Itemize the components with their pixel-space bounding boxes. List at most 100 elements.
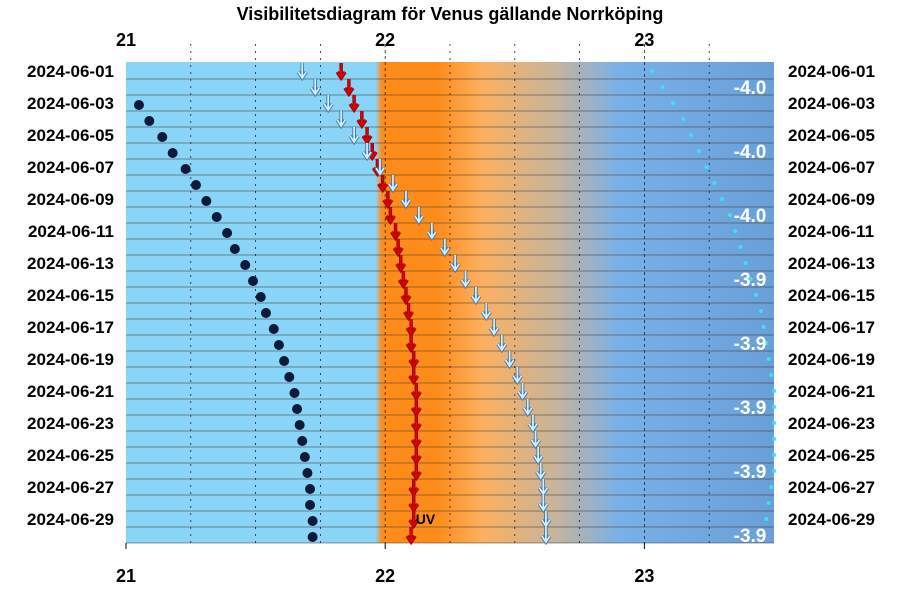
sunset-arrow: [348, 95, 360, 114]
venus-set-arrow: [309, 79, 321, 98]
venus-set-arrow-stroke: [481, 303, 492, 320]
venus-set-arrow: [413, 207, 425, 226]
moon-dot: [299, 452, 310, 462]
date-label-right: 2024-06-27: [788, 478, 875, 497]
moon-dot: [279, 356, 290, 366]
sunset-arrow: [400, 287, 412, 306]
venus-set-arrow-stroke: [450, 255, 460, 272]
date-label-left: 2024-06-03: [27, 94, 114, 113]
sunset-arrow: [384, 207, 396, 226]
venus-set-arrow: [540, 527, 552, 546]
twilight-dot: [712, 181, 717, 185]
venus-set-arrow-stroke: [336, 111, 346, 128]
twilight-dot: [764, 341, 769, 345]
sunset-arrow-stroke: [377, 175, 388, 192]
sunset-arrow: [410, 415, 422, 434]
sunset-arrow: [390, 223, 401, 242]
twilight-dot: [769, 373, 774, 377]
x-axis-ticks: 21 21 22 22 23 23: [116, 30, 654, 586]
venus-set-arrow: [296, 63, 308, 82]
venus-set-arrow-stroke: [323, 95, 333, 112]
date-label-left: 2024-06-21: [27, 382, 114, 401]
date-labels-left: 2024-06-01 2024-06-03 2024-06-05 2024-06-07…: [27, 62, 114, 529]
twilight-dot: [727, 213, 732, 217]
venus-set-arrow: [361, 143, 373, 162]
sunset-arrow-stroke: [406, 527, 416, 544]
date-label-right: 2024-06-07: [788, 158, 875, 177]
venus-set-arrow-stroke: [497, 335, 507, 352]
date-label-right: 2024-06-09: [788, 190, 875, 209]
twilight-dot: [670, 101, 675, 105]
magnitude-label: -3.9: [734, 334, 767, 355]
venus-set-arrow: [387, 175, 399, 194]
venus-set-arrow: [400, 191, 412, 210]
venus-set-arrow: [511, 367, 523, 386]
venus-set-arrow-stroke: [533, 447, 543, 464]
sunset-arrow: [408, 351, 420, 370]
date-label-right: 2024-06-21: [788, 382, 875, 401]
x-tick-label-top: 21: [116, 30, 136, 50]
sunset-arrow-stroke: [396, 255, 406, 272]
venus-set-arrow-stroke: [414, 207, 424, 224]
venus-set-arrow-stroke: [538, 479, 549, 496]
venus-set-arrow-stroke: [517, 383, 528, 400]
venus-set-arrow: [460, 271, 471, 290]
venus-set-arrow: [449, 255, 461, 274]
twilight-dot: [681, 117, 686, 121]
venus-set-arrow: [426, 223, 438, 242]
moon-dot: [255, 292, 266, 302]
venus-set-arrow-stroke: [401, 191, 411, 208]
sunset-arrow: [408, 511, 420, 530]
venus-set-arrow: [537, 495, 549, 514]
venus-set-arrow-stroke: [297, 63, 308, 80]
date-label-right: 2024-06-19: [788, 350, 875, 369]
sunset-arrow-stroke: [336, 63, 346, 80]
twilight-dot: [759, 309, 764, 313]
sunset-arrow: [356, 111, 368, 130]
venus-set-arrow-stroke: [528, 415, 538, 432]
moon-dot: [305, 484, 316, 494]
date-label-left: 2024-06-01: [27, 62, 114, 81]
date-label-left: 2024-06-05: [27, 126, 114, 145]
sunset-arrow: [335, 63, 347, 82]
sunset-arrow: [395, 255, 407, 274]
moon-dot: [248, 276, 259, 286]
moon-dot: [284, 372, 295, 382]
venus-set-arrow-stroke: [530, 431, 541, 448]
plot-background: [126, 62, 774, 543]
venus-set-arrow: [439, 239, 451, 258]
venus-set-arrow-stroke: [512, 367, 523, 384]
sunset-arrow: [405, 335, 417, 354]
moon-dot: [260, 308, 271, 318]
venus-set-arrow-stroke: [440, 239, 450, 256]
sunset-arrow: [408, 495, 420, 514]
twilight-dot: [689, 133, 694, 137]
sunset-arrow-stroke: [411, 447, 422, 464]
date-label-left: 2024-06-29: [27, 510, 114, 529]
twilight-dot: [772, 405, 776, 409]
moon-dot: [297, 436, 308, 446]
sunset-arrow-stroke: [406, 335, 416, 352]
moon-dot: [273, 340, 284, 350]
venus-set-arrow: [480, 303, 492, 322]
sunset-arrow: [410, 431, 422, 450]
venus-set-arrow: [522, 399, 534, 418]
venus-set-arrow: [504, 351, 516, 370]
venus-set-arrow: [535, 463, 547, 482]
venus-set-arrow-stroke: [541, 527, 551, 544]
moon-dot: [229, 244, 240, 254]
date-label-left: 2024-06-13: [27, 254, 114, 273]
moon-dot: [240, 260, 251, 270]
sunset-arrow-stroke: [408, 511, 419, 528]
twilight-dot: [772, 437, 776, 441]
venus-set-arrow-stroke: [535, 463, 546, 480]
moon-dot: [144, 116, 155, 126]
venus-set-arrow-stroke: [349, 127, 359, 144]
date-label-right: 2024-06-29: [788, 510, 875, 529]
sunset-arrow: [405, 527, 417, 546]
venus-set-arrow-stroke: [427, 223, 437, 240]
twilight-dot: [772, 453, 776, 457]
venus-set-arrow: [470, 287, 482, 306]
date-label-right: 2024-06-05: [788, 126, 875, 145]
twilight-dot: [753, 293, 758, 297]
